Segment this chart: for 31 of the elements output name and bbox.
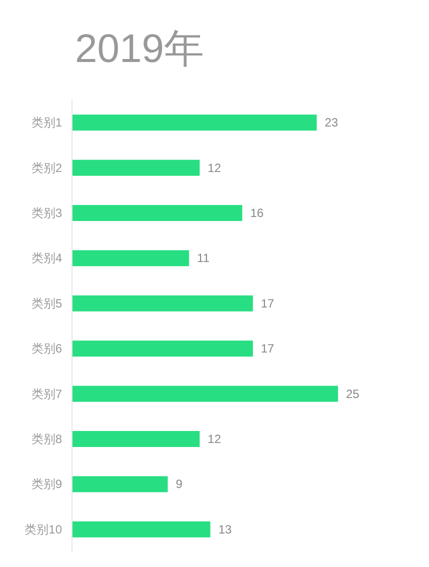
bar: [72, 160, 200, 176]
y-tick-label: 类别3: [31, 206, 62, 220]
data-label: 12: [208, 432, 222, 446]
bar: [72, 295, 253, 312]
y-tick-label: 类别8: [31, 432, 62, 446]
y-tick-label: 类别2: [31, 160, 62, 175]
data-label: 9: [176, 477, 183, 492]
bar: [72, 114, 317, 131]
y-tick-label: 类别10: [24, 522, 62, 536]
y-tick-label: 类别1: [31, 116, 62, 130]
y-tick-label: 类别4: [31, 251, 62, 266]
data-label: 13: [218, 522, 232, 536]
chart-title: 2019年: [75, 27, 204, 71]
data-label: 11: [197, 251, 210, 266]
bar: [72, 521, 210, 538]
bar: [72, 476, 168, 492]
y-tick-label: 类别5: [31, 296, 62, 310]
data-label: 25: [346, 386, 360, 401]
bar: [72, 431, 200, 447]
data-label: 17: [260, 296, 275, 310]
bar: [72, 250, 190, 266]
y-tick-label: 类别6: [31, 342, 62, 356]
data-label: 17: [260, 342, 275, 356]
bar: [72, 340, 253, 357]
bar: [72, 386, 338, 402]
data-label: 16: [250, 206, 264, 220]
data-label: 12: [208, 160, 222, 175]
y-tick-label: 类别9: [31, 477, 62, 492]
y-tick-label: 类别7: [31, 386, 62, 401]
data-label: 23: [324, 116, 338, 130]
bar: [72, 205, 242, 221]
